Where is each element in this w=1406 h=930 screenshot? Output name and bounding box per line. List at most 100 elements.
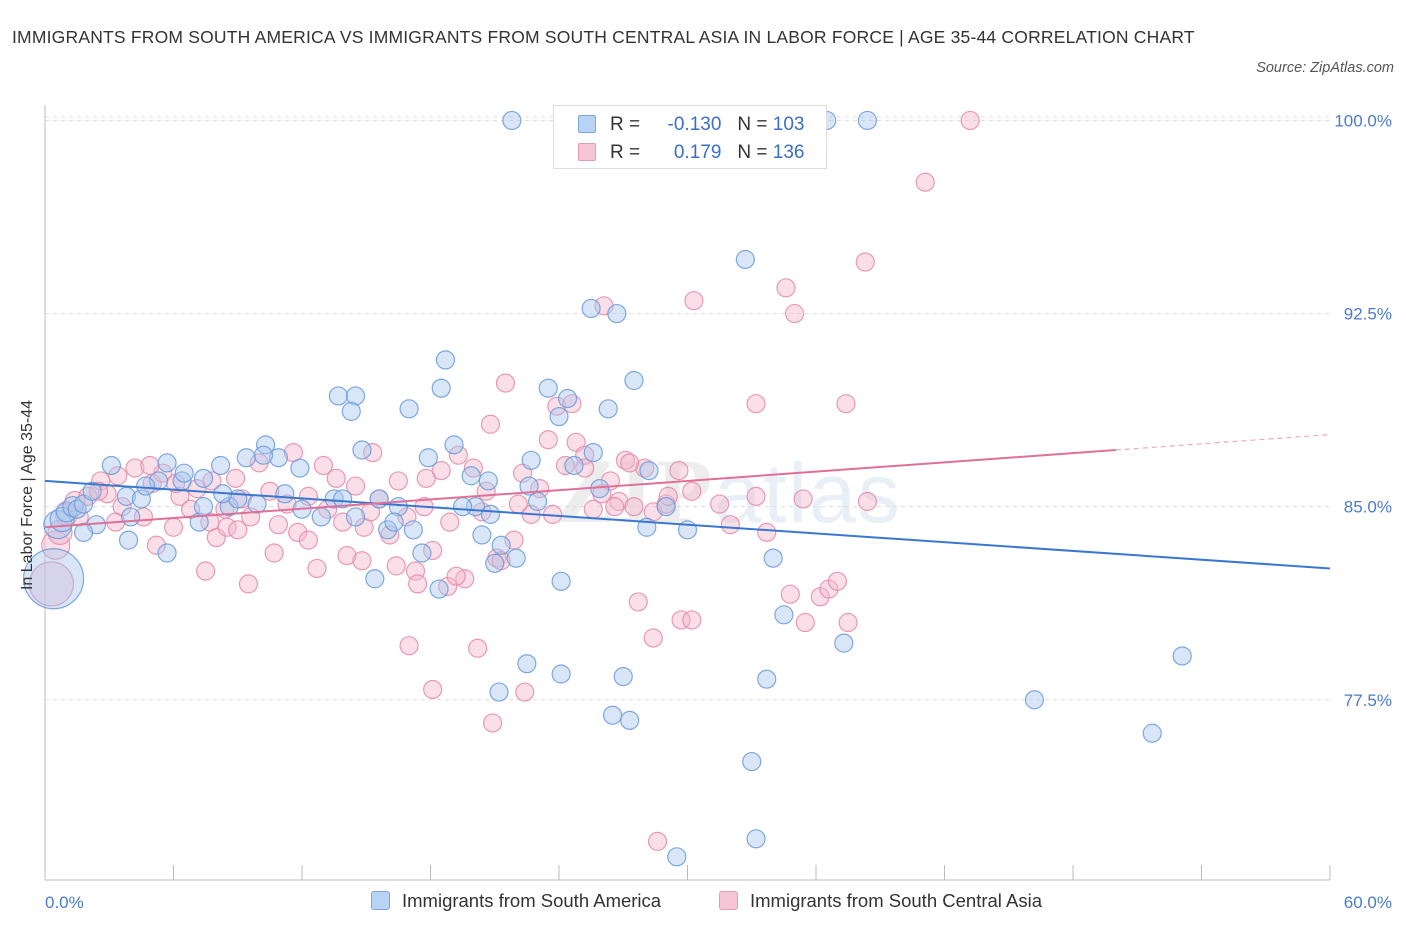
data-point <box>857 110 878 131</box>
data-point <box>264 543 284 563</box>
data-point <box>857 491 878 512</box>
data-point <box>337 545 357 566</box>
data-point <box>564 455 584 476</box>
data-point <box>710 494 730 514</box>
data-point <box>461 466 481 486</box>
series-south-central-asia <box>28 110 980 851</box>
data-point <box>602 705 623 725</box>
data-point <box>838 612 858 633</box>
data-point <box>290 458 310 478</box>
data-point <box>515 682 535 702</box>
data-point <box>298 530 319 550</box>
data-point <box>836 394 856 414</box>
data-point <box>583 442 603 463</box>
data-point <box>193 468 214 488</box>
data-point <box>386 556 406 576</box>
data-point <box>784 303 805 324</box>
data-point <box>228 520 248 540</box>
data-point <box>483 713 503 733</box>
data-point <box>238 574 259 594</box>
data-point <box>827 571 848 591</box>
data-point <box>345 476 366 496</box>
data-point <box>189 512 209 532</box>
data-point <box>388 471 408 491</box>
data-point <box>211 455 231 476</box>
legend-swatch-pink <box>578 143 596 161</box>
data-point <box>88 481 109 501</box>
source-label: Source: ZipAtlas.com <box>1256 60 1394 76</box>
data-point <box>118 530 139 550</box>
data-point <box>538 430 558 450</box>
data-point <box>311 507 331 527</box>
data-point <box>538 378 558 398</box>
data-point <box>480 504 501 524</box>
data-point <box>774 605 794 625</box>
x-tick-label: 0.0% <box>45 893 84 912</box>
legend-n-label: N = <box>737 114 768 135</box>
data-point <box>667 847 687 867</box>
data-point <box>624 370 644 391</box>
data-point <box>485 553 505 573</box>
legend-n-value: 103 <box>772 114 805 135</box>
data-point <box>453 497 473 517</box>
data-point <box>196 561 216 581</box>
y-tick-label: 100.0% <box>1334 111 1392 130</box>
data-point <box>746 394 766 414</box>
data-point <box>735 249 755 270</box>
y-tick-label: 77.5% <box>1344 691 1392 710</box>
data-point <box>620 710 640 730</box>
data-point <box>1142 723 1162 743</box>
data-point <box>333 512 353 532</box>
tick-labels: 77.5% 85.0% 92.5% 100.0% 0.0% 60.0% <box>45 111 1392 912</box>
data-point <box>125 458 145 478</box>
legend-r-label: R = <box>610 114 641 135</box>
data-point <box>598 399 618 419</box>
data-point <box>628 592 648 612</box>
legend-row-south-america: R = -0.130 N = 103 <box>578 113 804 137</box>
data-point <box>647 831 668 851</box>
data-point <box>369 489 389 509</box>
data-point <box>429 579 449 599</box>
data-point <box>384 512 404 532</box>
data-point <box>1172 646 1192 666</box>
data-point <box>403 520 423 540</box>
y-tick-label: 85.0% <box>1344 498 1392 517</box>
data-point <box>855 252 875 272</box>
data-point <box>639 461 659 481</box>
data-point <box>502 110 522 131</box>
data-point <box>399 399 419 419</box>
data-point <box>247 494 267 514</box>
data-point <box>352 440 372 460</box>
data-point <box>446 566 466 586</box>
legend-r-value: -0.130 <box>667 114 722 135</box>
data-point <box>333 489 353 509</box>
data-point <box>69 507 89 527</box>
data-point <box>341 401 361 421</box>
data-point <box>418 448 438 468</box>
data-point <box>1024 690 1045 710</box>
data-point <box>480 414 501 434</box>
data-point <box>268 515 289 535</box>
data-point <box>682 481 702 501</box>
data-point <box>620 453 640 473</box>
data-point <box>163 517 184 537</box>
data-point <box>399 636 419 656</box>
data-point <box>268 448 289 468</box>
data-point <box>581 298 601 319</box>
data-point <box>226 468 246 488</box>
data-point <box>613 666 633 687</box>
data-point <box>795 612 815 633</box>
data-point <box>624 497 644 517</box>
x-tick-label: 60.0% <box>1344 893 1392 912</box>
legend-n-value: 136 <box>772 142 805 163</box>
data-point <box>288 522 308 543</box>
data-point <box>187 479 207 499</box>
data-point <box>170 486 190 506</box>
bottom-legend-label-blue: Immigrants from South America <box>402 890 662 911</box>
data-point <box>776 278 796 298</box>
data-point <box>463 458 483 478</box>
bottom-legend-south-central-asia: Immigrants from South Central Asia <box>719 888 1042 914</box>
data-point <box>313 455 334 476</box>
data-point <box>720 515 740 535</box>
